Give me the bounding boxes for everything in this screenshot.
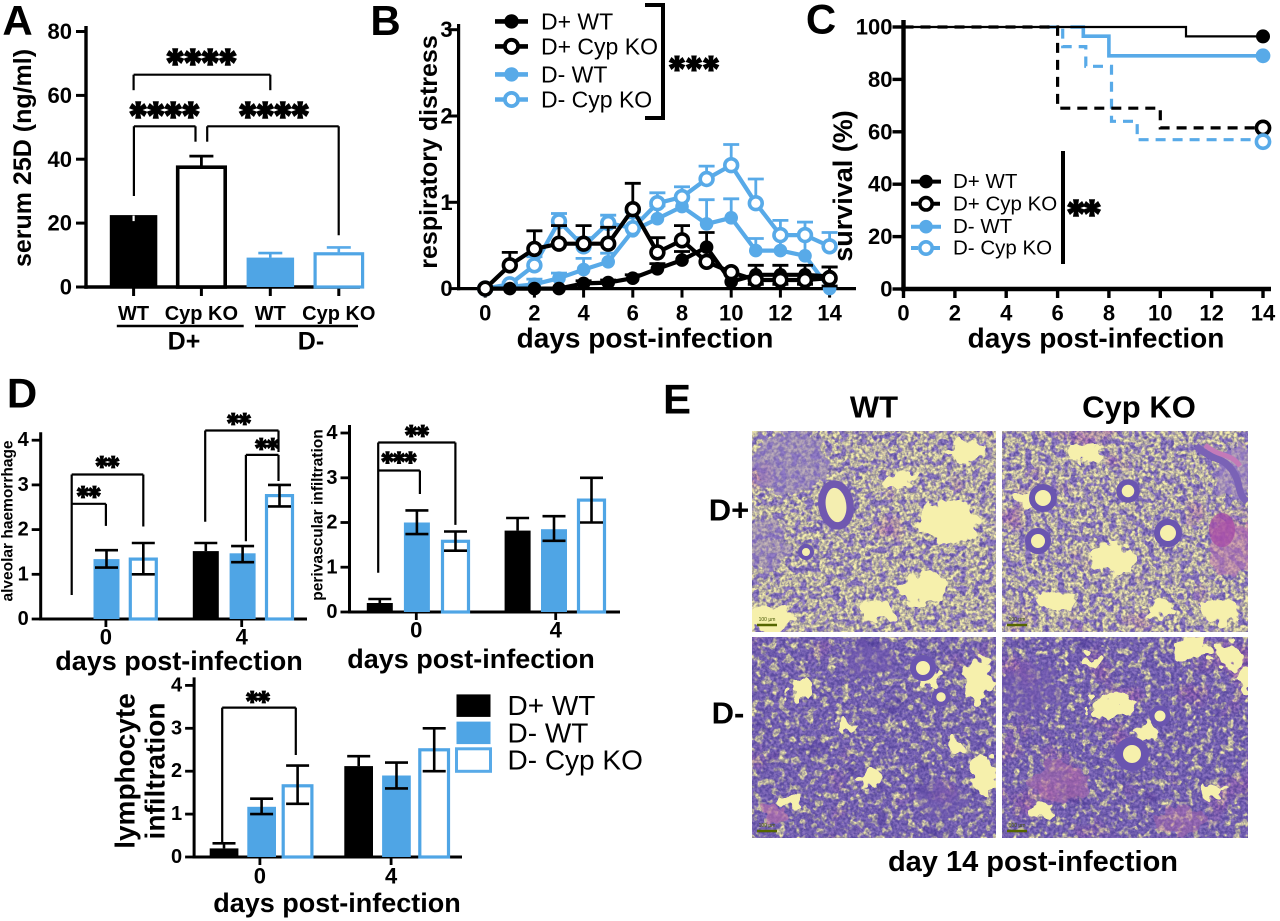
svg-text:3: 3 <box>326 467 337 489</box>
svg-text:100 µm: 100 µm <box>1009 823 1026 829</box>
svg-text:D- Cyp KO: D- Cyp KO <box>541 87 652 113</box>
svg-text:WT: WT <box>255 303 286 325</box>
svg-text:0: 0 <box>880 277 892 302</box>
svg-text:2: 2 <box>18 519 29 541</box>
svg-text:infiltration: infiltration <box>140 703 171 840</box>
svg-text:14: 14 <box>1251 301 1276 326</box>
svg-text:E: E <box>663 376 691 423</box>
svg-text:100: 100 <box>856 15 893 40</box>
svg-text:D-: D- <box>712 696 745 731</box>
svg-text:2: 2 <box>949 301 961 326</box>
svg-text:lymphocyte: lymphocyte <box>110 693 141 849</box>
svg-text:0: 0 <box>254 864 266 889</box>
svg-text:100 µm: 100 µm <box>759 617 776 623</box>
svg-text:2: 2 <box>440 104 452 129</box>
svg-text:0: 0 <box>897 301 909 326</box>
svg-text:4: 4 <box>577 301 590 326</box>
svg-text:D- Cyp KO: D- Cyp KO <box>508 745 643 776</box>
svg-text:Cyp KO: Cyp KO <box>165 303 238 325</box>
svg-text:0: 0 <box>171 846 182 868</box>
svg-text:D+ WT: D+ WT <box>953 170 1018 193</box>
svg-text:days post-infection: days post-infection <box>55 646 303 676</box>
svg-text:20: 20 <box>868 224 892 249</box>
svg-text:survival (%): survival (%) <box>828 110 858 262</box>
svg-text:4: 4 <box>385 864 398 889</box>
svg-text:4: 4 <box>18 429 30 451</box>
svg-text:D+: D+ <box>168 328 201 356</box>
svg-text:1: 1 <box>440 190 452 215</box>
svg-text:40: 40 <box>868 172 892 197</box>
svg-text:respiratory distress: respiratory distress <box>415 35 443 268</box>
svg-text:D-: D- <box>298 328 324 356</box>
svg-text:10: 10 <box>1148 301 1172 326</box>
svg-text:D- WT: D- WT <box>541 61 607 87</box>
svg-text:C: C <box>806 0 836 43</box>
svg-text:12: 12 <box>1199 301 1223 326</box>
svg-text:days post-infection: days post-infection <box>347 644 595 674</box>
svg-text:12: 12 <box>768 301 792 326</box>
svg-text:4: 4 <box>236 625 249 650</box>
svg-text:D- WT: D- WT <box>953 215 1013 238</box>
svg-text:serum 25D (ng/ml): serum 25D (ng/ml) <box>9 49 37 267</box>
svg-text:10: 10 <box>719 301 743 326</box>
svg-text:8: 8 <box>676 301 688 326</box>
svg-text:100 µm: 100 µm <box>759 823 776 829</box>
svg-text:D- Cyp KO: D- Cyp KO <box>953 237 1052 260</box>
svg-text:2: 2 <box>528 301 540 326</box>
svg-text:days post-infection: days post-infection <box>517 323 774 354</box>
svg-text:0: 0 <box>440 276 452 301</box>
svg-text:100 µm: 100 µm <box>1009 617 1026 623</box>
svg-text:0: 0 <box>410 618 422 643</box>
svg-text:D+ Cyp KO: D+ Cyp KO <box>953 192 1057 215</box>
svg-text:14: 14 <box>817 301 842 326</box>
svg-text:Cyp KO: Cyp KO <box>302 303 375 325</box>
svg-text:4: 4 <box>1000 301 1013 326</box>
svg-text:0: 0 <box>60 275 72 300</box>
svg-text:perivascular infiltration: perivascular infiltration <box>310 429 327 600</box>
svg-text:days post-infection: days post-infection <box>968 323 1225 354</box>
svg-text:8: 8 <box>1103 301 1115 326</box>
svg-text:day 14 post-infection: day 14 post-infection <box>888 846 1178 878</box>
svg-text:40: 40 <box>48 147 72 172</box>
svg-text:Cyp KO: Cyp KO <box>1082 390 1196 425</box>
svg-text:WT: WT <box>850 390 898 425</box>
svg-text:WT: WT <box>118 303 149 325</box>
svg-text:1: 1 <box>18 563 29 585</box>
svg-text:D+ WT: D+ WT <box>508 690 596 721</box>
svg-text:3: 3 <box>171 717 182 739</box>
svg-text:20: 20 <box>48 211 72 236</box>
svg-text:2: 2 <box>326 512 337 534</box>
svg-text:D+: D+ <box>709 493 750 528</box>
svg-text:2: 2 <box>171 760 182 782</box>
svg-text:A: A <box>2 0 32 44</box>
svg-text:6: 6 <box>627 301 639 326</box>
svg-text:1: 1 <box>171 803 182 825</box>
svg-text:1: 1 <box>326 556 337 578</box>
svg-text:6: 6 <box>1051 301 1063 326</box>
svg-text:0: 0 <box>100 625 112 650</box>
svg-text:0: 0 <box>479 301 491 326</box>
svg-text:D- WT: D- WT <box>508 717 589 748</box>
svg-text:0: 0 <box>18 608 29 630</box>
svg-text:4: 4 <box>171 674 183 696</box>
svg-text:60: 60 <box>868 119 892 144</box>
svg-text:60: 60 <box>48 83 72 108</box>
svg-text:D+ WT: D+ WT <box>541 8 613 34</box>
svg-text:3: 3 <box>18 474 29 496</box>
svg-text:4: 4 <box>326 422 338 444</box>
svg-text:B: B <box>370 0 400 44</box>
svg-text:days post-infection: days post-infection <box>213 888 461 918</box>
svg-text:D+ Cyp KO: D+ Cyp KO <box>541 33 658 59</box>
svg-text:D: D <box>7 370 37 417</box>
svg-text:3: 3 <box>440 17 452 42</box>
svg-text:80: 80 <box>868 67 892 92</box>
svg-text:alveolar haemorrhage: alveolar haemorrhage <box>0 440 17 601</box>
svg-text:4: 4 <box>550 618 563 643</box>
svg-text:80: 80 <box>48 19 72 44</box>
svg-text:0: 0 <box>326 601 337 623</box>
